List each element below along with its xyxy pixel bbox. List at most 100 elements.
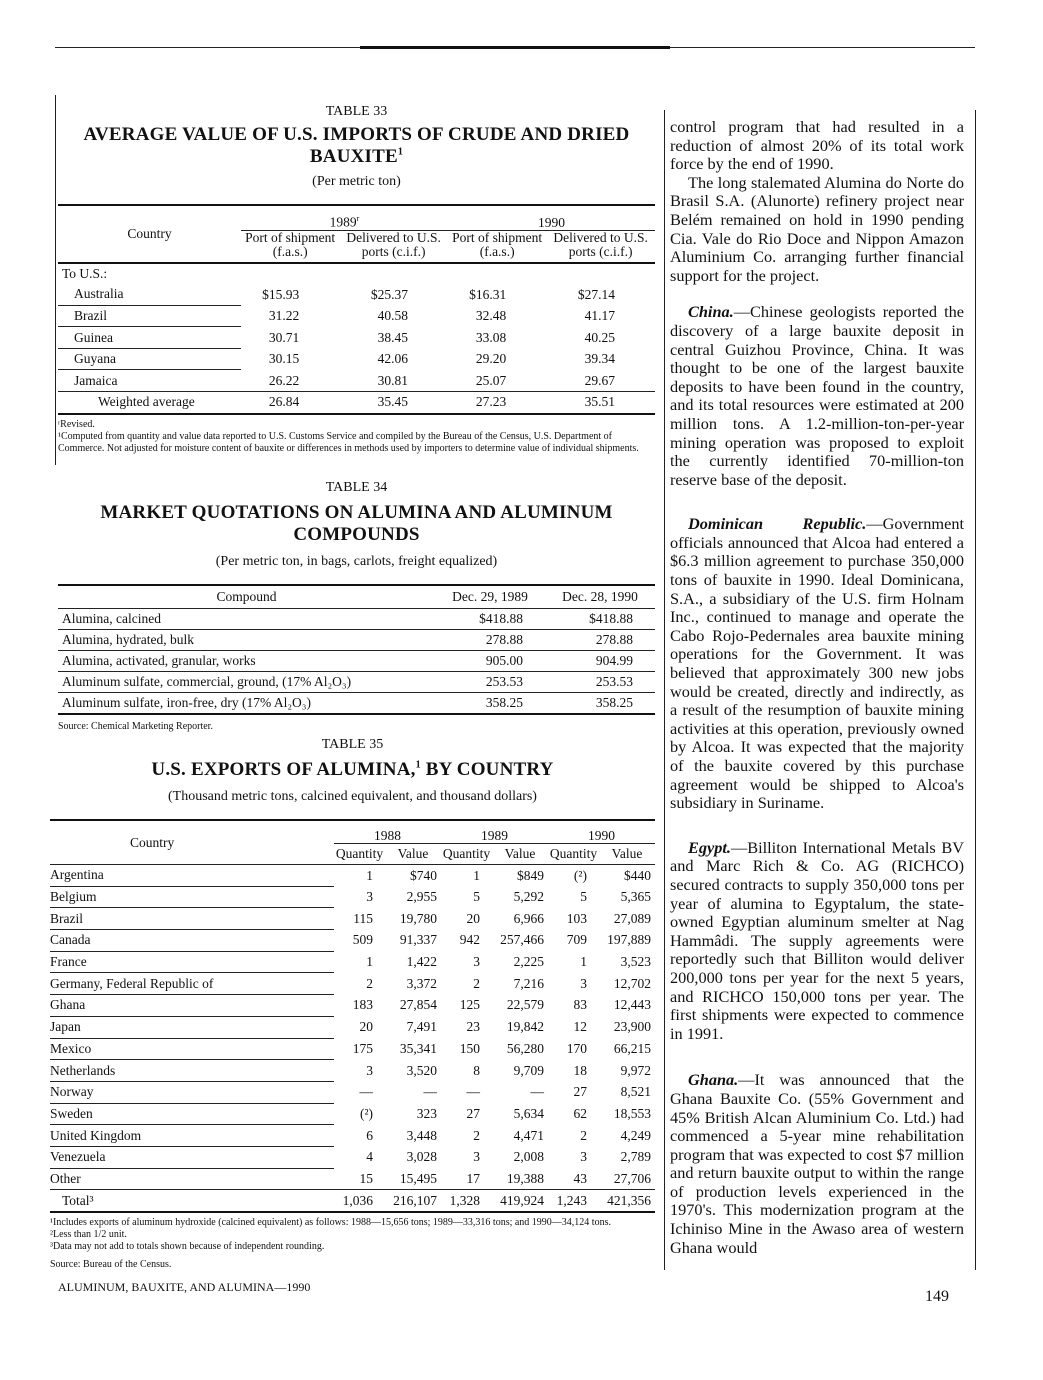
cell-value: 197,889 — [607, 932, 651, 948]
cell-value: 19,388 — [491, 1168, 548, 1191]
table-row: Mexico 175 35,341 150 56,280 170 66,215 — [50, 1038, 655, 1061]
table-row: Venezuela 4 3,028 3 2,008 3 2,789 — [50, 1146, 655, 1169]
cell-value: 5,365 — [620, 889, 651, 905]
row-country: Argentina — [50, 864, 334, 887]
cell-value: 2,225 — [513, 954, 544, 970]
cell-value: $15.93 — [262, 286, 300, 302]
row-country: Jamaica — [58, 369, 241, 393]
source-note: Source: Chemical Marketing Reporter. — [58, 721, 213, 732]
cell-value: 27 — [466, 1105, 480, 1121]
cell-value: 419,924 — [500, 1192, 544, 1208]
year-label: 1989 — [329, 214, 357, 230]
col-header-subheader: Delivered to U.S. ports (c.i.f.) — [553, 229, 648, 259]
footnote: ʳRevised. — [58, 418, 95, 430]
row-country: Other — [50, 1168, 334, 1191]
title-text: U.S. EXPORTS OF ALUMINA, — [151, 759, 416, 780]
title-text-end: BY COUNTRY — [420, 759, 554, 780]
col-header: Compound — [216, 589, 277, 604]
empty-cell — [448, 263, 546, 285]
row-country: Total³ — [62, 1192, 94, 1208]
footnote: Source: Bureau of the Census. — [50, 1259, 172, 1270]
row-country: Germany, Federal Republic of — [50, 972, 334, 996]
cell-value: 29.20 — [475, 351, 507, 367]
table-row: Other 15 15,495 17 19,388 43 27,706 — [50, 1168, 655, 1191]
cell-value: 27,089 — [613, 910, 651, 926]
paragraph: control program that had resulted in a r… — [670, 117, 964, 174]
cell-value: 1 — [366, 867, 373, 883]
cell-value: (²) — [359, 1105, 373, 1121]
row-country: Brazil — [50, 907, 334, 931]
row-country: Sweden — [50, 1103, 334, 1126]
row-country: Canada — [50, 929, 334, 952]
column-rule-middle — [664, 110, 665, 1270]
row-country: France — [50, 951, 334, 974]
paragraph: China.—Chinese geologists reported the d… — [670, 303, 964, 489]
table-subtitle: (Per metric ton, in bags, carlots, freig… — [215, 554, 498, 569]
page-number: 149 — [925, 1288, 949, 1305]
paragraph-text: The long stalemated Alumina do Norte do … — [670, 172, 964, 285]
col-header-subheader: Quantity — [442, 846, 491, 861]
table-row: Japan 20 7,491 23 19,842 12 23,900 — [50, 1016, 655, 1039]
col-header: Dec. 28, 1990 — [562, 589, 638, 604]
cell-value: 27 — [573, 1084, 587, 1100]
row-country: Brazil — [58, 305, 241, 328]
table-row: Ghana 183 27,854 125 22,579 83 12,443 — [50, 994, 655, 1017]
col-header-year: 1988 — [334, 820, 441, 844]
body-text-column: control program that had resulted in a r… — [670, 117, 964, 1257]
footnote: ³Data may not add to totals shown becaus… — [50, 1241, 325, 1252]
title-text: AVERAGE VALUE OF U.S. IMPORTS OF CRUDE A… — [83, 124, 630, 167]
cell-value: 4,249 — [620, 1127, 651, 1143]
cell-value: 904.99 — [595, 653, 633, 668]
cell-value: 12 — [573, 1019, 587, 1035]
empty-cell — [546, 263, 655, 285]
cell-value: 20 — [359, 1019, 374, 1035]
table-row: Norway — — — — 27 8,521 — [50, 1081, 655, 1104]
paragraph: Dominican Republic.—Government officials… — [670, 514, 964, 813]
cell-value: — — [530, 1084, 544, 1100]
cell-value: 15,495 — [385, 1168, 441, 1191]
cell-value: 32.48 — [475, 307, 507, 323]
cell-value: 3,523 — [620, 954, 651, 970]
cell-value: 1,422 — [406, 954, 437, 970]
cell-value: 19,780 — [399, 910, 437, 926]
cell-value: 1 — [473, 867, 480, 883]
row-country: Guinea — [58, 326, 241, 349]
top-rule-accent — [360, 46, 670, 49]
cell-value: 42.06 — [377, 351, 408, 367]
paragraph: Ghana.—It was announced that the Ghana B… — [670, 1070, 964, 1257]
col-header: Dec. 29, 1989 — [452, 589, 528, 604]
cell-value: 1 — [366, 954, 373, 970]
cell-value: 253.53 — [485, 674, 523, 689]
cell-value: 257,466 — [500, 932, 544, 948]
cell-value: 2,008 — [513, 1149, 544, 1165]
table-row: Aluminum sulfate, commercial, ground, (1… — [58, 672, 655, 693]
row-country: Weighted average — [98, 394, 195, 410]
cell-value: 27,854 — [399, 997, 437, 1013]
paragraph-lead: Dominican Republic. — [688, 514, 867, 534]
cell-value: 278.88 — [485, 632, 523, 647]
table-number: TABLE 35 — [321, 737, 384, 752]
table-row: Brazil 115 19,780 20 6,966 103 27,089 — [50, 907, 655, 931]
cell-value: 3 — [473, 954, 480, 970]
table-number: TABLE 34 — [325, 480, 388, 495]
table-row: Aluminum sulfate, iron-free, dry (17% Al… — [58, 693, 655, 714]
table-row: Guyana 30.15 42.06 29.20 39.34 — [58, 348, 655, 371]
paragraph-text: control program that had resulted in a r… — [670, 117, 964, 174]
row-country: Ghana — [50, 994, 334, 1017]
paragraph: Egypt.—Billiton International Metals BV … — [670, 838, 964, 1044]
cell-value: (²) — [573, 867, 587, 883]
table-row: Jamaica 26.22 30.81 25.07 29.67 — [58, 369, 655, 393]
cell-value: 26.84 — [268, 394, 300, 410]
cell-value: 18,553 — [613, 1105, 651, 1121]
cell-value: 1,036 — [342, 1192, 373, 1208]
cell-value: 41.17 — [584, 307, 615, 323]
cell-value: $440 — [624, 867, 651, 883]
row-compound: Alumina, calcined — [62, 611, 161, 626]
data-table: Country 1988 1989 1990 Quantity Value Quantit… — [50, 819, 655, 1213]
cell-value: 9,972 — [620, 1062, 651, 1078]
cell-value: 3,520 — [406, 1062, 437, 1078]
cell-value: 7,491 — [406, 1019, 437, 1035]
table-row: Germany, Federal Republic of 2 3,372 2 7,216… — [50, 972, 655, 996]
table-row: Belgium 3 2,955 5 5,292 5 5,365 — [50, 886, 655, 909]
